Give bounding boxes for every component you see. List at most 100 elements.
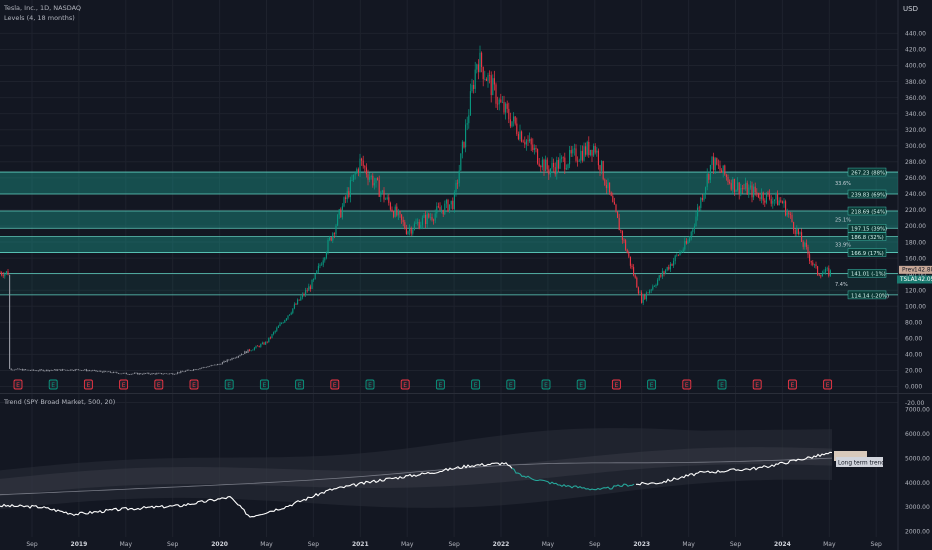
candle-body bbox=[759, 197, 761, 200]
time-tick: May bbox=[823, 541, 836, 548]
earnings-marker[interactable]: E bbox=[611, 379, 621, 390]
candle-body bbox=[572, 149, 574, 154]
earnings-marker[interactable]: E bbox=[435, 379, 445, 390]
earnings-marker[interactable]: E bbox=[48, 379, 58, 390]
candle-body bbox=[209, 366, 211, 367]
earnings-label: E bbox=[791, 382, 795, 389]
candle-body bbox=[442, 209, 444, 215]
candle-body bbox=[249, 349, 251, 351]
candle-body bbox=[253, 347, 255, 350]
candle-body bbox=[791, 214, 793, 223]
candle-body bbox=[441, 209, 443, 211]
time-axis[interactable]: Sep 2019 May Sep 2020 May Sep 2021 May Sep 2022 May… bbox=[26, 541, 882, 548]
trend-indicator-legend[interactable]: Trend (SPY Broad Market, 500, 20) bbox=[4, 398, 116, 406]
candle-body bbox=[383, 190, 385, 200]
currency-label[interactable]: USD bbox=[903, 5, 918, 13]
candle-body bbox=[732, 178, 734, 190]
candle-body bbox=[508, 108, 510, 120]
earnings-marker[interactable]: E bbox=[13, 379, 23, 390]
candle-body bbox=[277, 326, 279, 328]
candle-body bbox=[340, 209, 342, 218]
time-tick: Sep bbox=[308, 541, 320, 548]
earnings-marker[interactable]: E bbox=[682, 379, 692, 390]
earnings-marker[interactable]: E bbox=[224, 379, 234, 390]
earnings-marker[interactable]: E bbox=[506, 379, 516, 390]
candle-body bbox=[5, 271, 7, 274]
candle-body bbox=[242, 354, 244, 355]
candle-body bbox=[684, 241, 686, 250]
earnings-marker[interactable]: E bbox=[119, 379, 129, 390]
trend-line-weak bbox=[511, 467, 635, 491]
candle-body bbox=[394, 206, 396, 217]
candle-body bbox=[348, 191, 350, 198]
candle-body bbox=[306, 290, 308, 291]
candle-body bbox=[660, 275, 662, 277]
earnings-marker[interactable]: E bbox=[823, 379, 833, 390]
earnings-marker[interactable]: E bbox=[752, 379, 762, 390]
earnings-marker[interactable]: E bbox=[365, 379, 375, 390]
candle-body bbox=[415, 222, 417, 224]
earnings-label: E bbox=[333, 382, 337, 389]
candle-body bbox=[207, 366, 209, 368]
candle-body bbox=[636, 277, 638, 288]
earnings-marker[interactable]: E bbox=[647, 379, 657, 390]
candle-body bbox=[114, 371, 116, 373]
earnings-marker[interactable]: E bbox=[576, 379, 586, 390]
earnings-label: E bbox=[439, 382, 443, 389]
candle-body bbox=[687, 241, 689, 244]
candle-body bbox=[109, 371, 111, 373]
price-scale[interactable]: 440.00 420.00 400.00 380.00 360.00 340.00 320.… bbox=[897, 31, 932, 407]
price-tick: 360.00 bbox=[905, 95, 926, 102]
candle-body bbox=[396, 206, 398, 216]
candle-body bbox=[498, 99, 500, 105]
candle-body bbox=[433, 219, 435, 221]
candle-body bbox=[634, 275, 636, 278]
candle-body bbox=[796, 228, 798, 235]
candle-body bbox=[554, 167, 556, 175]
earnings-marker[interactable]: E bbox=[189, 379, 199, 390]
candle-body bbox=[116, 372, 118, 374]
symbol-legend[interactable]: Tesla, Inc., 1D, NASDAQ bbox=[4, 4, 82, 12]
candle-body bbox=[436, 206, 438, 214]
level-label-box bbox=[847, 232, 887, 241]
candle-body bbox=[404, 222, 406, 229]
candle-body bbox=[487, 75, 489, 81]
earnings-marker[interactable]: E bbox=[295, 379, 305, 390]
candle-body bbox=[217, 364, 219, 366]
candle-body bbox=[705, 187, 707, 194]
levels-indicator-legend[interactable]: Levels (4, 18 months) bbox=[4, 14, 75, 22]
candle-body bbox=[665, 270, 667, 274]
level-label-box bbox=[847, 290, 887, 300]
candle-body bbox=[12, 369, 14, 371]
candle-body bbox=[413, 223, 415, 230]
earnings-marker[interactable]: E bbox=[787, 379, 797, 390]
earnings-label: E bbox=[826, 382, 830, 389]
candle-body bbox=[681, 251, 683, 253]
candle-body bbox=[585, 146, 587, 155]
trend-scale[interactable]: 7000.00 6000.00 5000.00 4000.00 3000.00 2000.… bbox=[905, 407, 930, 536]
earnings-marker[interactable]: E bbox=[259, 379, 269, 390]
earnings-marker[interactable]: E bbox=[154, 379, 164, 390]
candle-body bbox=[132, 373, 134, 375]
earnings-marker[interactable]: E bbox=[471, 379, 481, 390]
candle-body bbox=[423, 214, 425, 218]
earnings-marker[interactable]: E bbox=[83, 379, 93, 390]
trend-tick: 5000.00 bbox=[905, 455, 930, 462]
earnings-marker[interactable]: E bbox=[330, 379, 340, 390]
candle-body bbox=[417, 222, 419, 223]
candle-body bbox=[276, 327, 278, 331]
earnings-marker[interactable]: E bbox=[400, 379, 410, 390]
candle-body bbox=[780, 200, 782, 202]
candle-body bbox=[826, 268, 828, 269]
candle-body bbox=[269, 337, 271, 339]
earnings-marker[interactable]: E bbox=[717, 379, 727, 390]
candle-body bbox=[482, 67, 484, 80]
candle-body bbox=[789, 214, 791, 215]
candle-body bbox=[490, 75, 492, 96]
candle-body bbox=[260, 344, 262, 347]
candle-body bbox=[805, 242, 807, 247]
candle-body bbox=[341, 206, 343, 218]
earnings-marker[interactable]: E bbox=[541, 379, 551, 390]
